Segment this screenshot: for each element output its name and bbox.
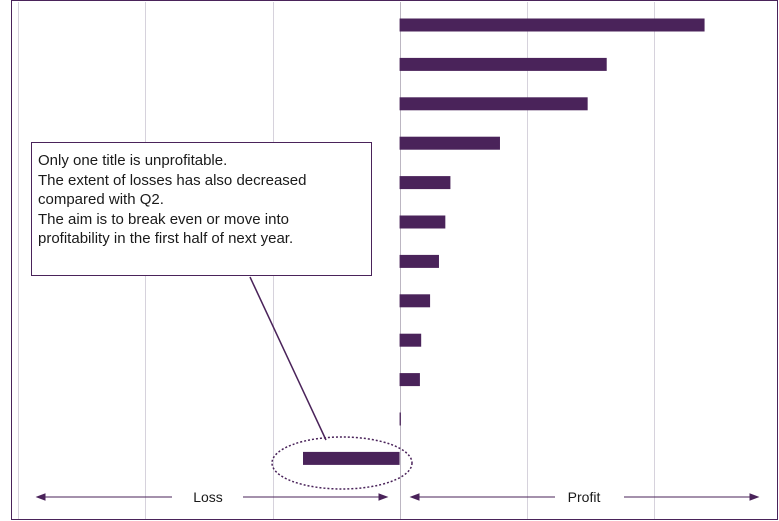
bar [399,373,420,387]
bar-loss [303,451,400,465]
loss-label: Loss [193,489,223,505]
profit-label: Profit [568,489,601,505]
bar [399,412,401,426]
bar [399,294,431,308]
bar [399,254,439,268]
bar [399,97,588,111]
bar [399,57,607,71]
loss-arrow [35,493,389,501]
annotation-line: profitability in the first half of next … [38,230,294,247]
annotation-line: Only one title is unprofitable. [38,152,228,169]
bar [399,215,446,229]
bar [399,333,422,347]
profit-arrow [409,493,760,501]
callout-leader-line [249,276,327,441]
annotation-line: The aim is to break even or move into [38,210,289,228]
bars [303,18,705,465]
plot-frame [11,0,778,520]
bar [399,18,705,32]
bar [399,176,451,190]
annotation-callout: Only one title is unprofitable. The exte… [31,142,372,276]
annotation-line: compared with Q2. [38,191,164,208]
bar [399,136,500,150]
highlight-ellipse [271,436,413,490]
annotation-line: The extent of losses has also decreased [38,171,307,189]
